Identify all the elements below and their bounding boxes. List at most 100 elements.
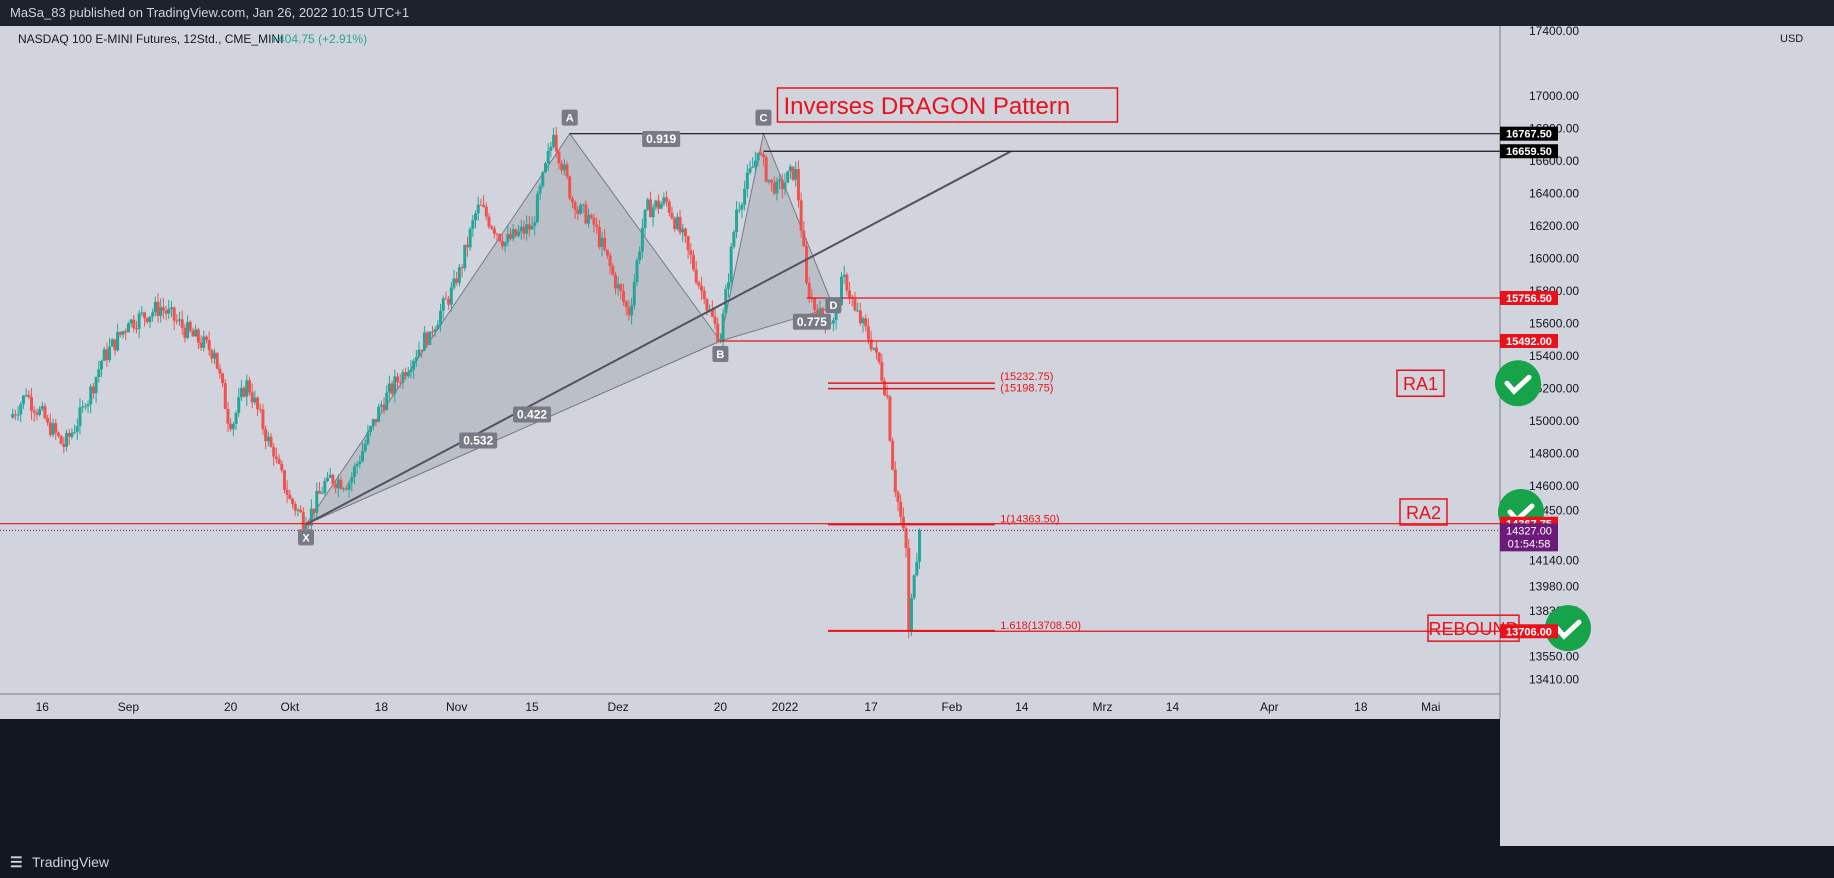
candle-body — [94, 377, 98, 394]
fib-label: (15232.75) — [1000, 371, 1053, 383]
candle-body — [761, 154, 765, 158]
candle-body — [282, 470, 286, 490]
candle-body — [296, 509, 300, 511]
candle-body — [156, 301, 160, 316]
x-tick-label: 18 — [375, 700, 389, 714]
candle-body — [775, 181, 779, 194]
candle-body — [277, 458, 281, 464]
candle-body — [603, 237, 607, 250]
candle-body — [476, 204, 480, 214]
candle-body — [145, 318, 149, 323]
candle-body — [503, 242, 507, 247]
candle-body — [570, 198, 574, 203]
candle-body — [221, 373, 225, 384]
ratio-label: 0.775 — [797, 315, 827, 329]
candle-body — [385, 392, 389, 411]
candle-body — [140, 312, 144, 314]
x-tick-label: 20 — [224, 700, 238, 714]
candle-body — [541, 172, 545, 187]
candle-body — [506, 233, 510, 243]
candle-body — [172, 307, 176, 321]
ratio-label: 0.422 — [517, 407, 547, 421]
annotation-label: RA2 — [1406, 503, 1441, 523]
pattern-point-badge — [755, 109, 772, 126]
y-tick-label: 15600.00 — [1529, 316, 1579, 330]
candle-body — [605, 249, 609, 256]
candle-body — [487, 216, 491, 227]
candle-body — [382, 404, 386, 411]
annotation-label: REBOUND — [1428, 619, 1518, 639]
candle-body — [864, 318, 868, 327]
candle-body — [304, 523, 308, 530]
candle-body — [853, 298, 857, 311]
candle-body — [32, 410, 36, 413]
candle-body — [420, 349, 424, 351]
candle-body — [600, 237, 604, 247]
candle-body — [256, 397, 260, 410]
candle-body — [705, 299, 709, 311]
candle-body — [43, 406, 47, 419]
candle-body — [514, 229, 518, 236]
pattern-point-label: A — [566, 113, 574, 125]
candle-body — [218, 368, 222, 374]
candle-body — [51, 423, 55, 435]
candle-body — [595, 224, 599, 227]
candle-body — [568, 176, 572, 199]
candle-body — [258, 409, 262, 411]
candle-body — [533, 222, 537, 226]
candle-body — [116, 331, 120, 351]
chart-title: Inverses DRAGON Pattern — [783, 93, 1070, 120]
candle-body — [899, 501, 903, 517]
pattern-point-badge — [712, 345, 729, 362]
price-axis — [1500, 26, 1834, 846]
candle-body — [831, 320, 835, 324]
candle-body — [522, 226, 526, 234]
candle-body — [842, 274, 846, 277]
y-tick-label: 15200.00 — [1529, 381, 1579, 395]
candle-body — [791, 166, 795, 180]
candle-body — [355, 463, 359, 467]
candle-body — [675, 216, 679, 230]
candle-body — [756, 152, 760, 161]
candle-body — [67, 432, 71, 437]
candle-body — [447, 299, 451, 305]
candle-body — [856, 310, 860, 312]
candle-body — [148, 316, 152, 323]
candle-body — [425, 332, 429, 346]
candle-body — [880, 361, 884, 381]
candle-body — [412, 360, 416, 370]
candle-body — [274, 456, 278, 459]
candle-body — [640, 227, 644, 252]
candle-body — [818, 308, 822, 316]
pattern-point-badge — [561, 109, 578, 126]
candle-body — [893, 469, 897, 493]
candle-body — [175, 320, 179, 322]
candle-body — [888, 396, 892, 441]
candle-body — [377, 406, 381, 422]
candle-body — [613, 274, 617, 289]
candle-body — [199, 342, 203, 348]
candle-body — [237, 397, 241, 413]
candle-body — [805, 246, 809, 283]
candle-body — [689, 250, 693, 255]
candle-body — [891, 440, 895, 470]
candle-body — [877, 352, 881, 362]
candle-body — [651, 207, 655, 218]
footer: ☰ TradingView — [0, 846, 1834, 878]
candle-body — [912, 575, 916, 599]
x-tick-label: 16 — [36, 700, 50, 714]
candlestick-chart[interactable]: 16 Sep 20 Okt 18 Nov 15 Dez 20 2022 17 Feb 14 Mrz 14 Ap… — [0, 26, 1834, 846]
candle-body — [422, 332, 426, 351]
x-tick-label: Dez — [607, 700, 628, 714]
price-tag-label: 15756.50 — [1506, 293, 1552, 305]
candle-body — [737, 209, 741, 211]
candle-body — [896, 492, 900, 502]
candle-body — [83, 406, 87, 408]
candle-body — [802, 230, 806, 247]
y-tick-label: 17400.00 — [1529, 26, 1579, 38]
candle-body — [694, 269, 698, 283]
candle-body — [815, 309, 819, 316]
candle-body — [845, 274, 849, 291]
candle-body — [164, 310, 168, 314]
candle-body — [13, 414, 17, 416]
